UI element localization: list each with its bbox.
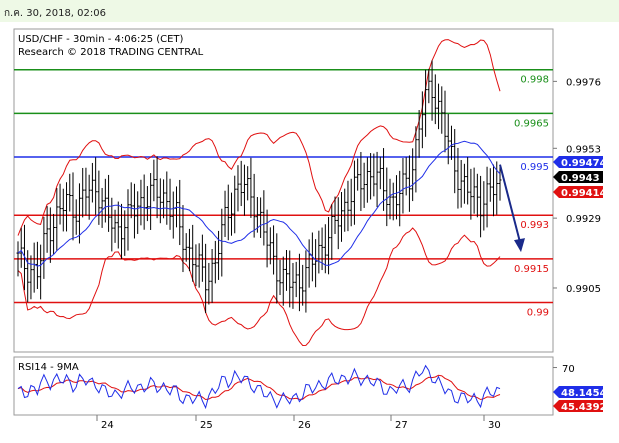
rsi-label: RSI14 - 9MA <box>18 362 79 373</box>
rsi-tag-label: 48.1454 <box>561 388 607 399</box>
chart-subtitle: Research © 2018 TRADING CENTRAL <box>18 47 204 58</box>
level-label: 0.998 <box>520 75 549 86</box>
rsi-tag <box>553 400 603 412</box>
rsi-indicator: 48.1454 45.4392 <box>17 364 607 413</box>
rsi-tag <box>553 386 603 398</box>
y-tick-label: 0.9929 <box>566 214 601 225</box>
y-tick-label: 0.9976 <box>566 77 601 88</box>
level-label: 0.9915 <box>514 264 549 275</box>
level-label: 0.9965 <box>514 118 549 129</box>
y-tick-label: 0.9953 <box>566 144 601 155</box>
arrow-head <box>514 238 525 253</box>
rsi-level-label: 70 <box>562 364 575 375</box>
x-tick-label: 27 <box>395 420 408 431</box>
x-tick-label: 25 <box>200 420 213 431</box>
y-axis: 0.9976 0.9953 0.9929 0.9905 <box>553 77 601 295</box>
bollinger-bands <box>17 39 501 347</box>
x-axis: 24 25 26 27 30 <box>96 415 501 431</box>
rsi-tag-label: 45.4392 <box>561 402 607 413</box>
arrow-shaft <box>499 164 521 243</box>
price-bars <box>16 60 502 314</box>
price-tag-label: 0.99414 <box>561 188 607 199</box>
price-tags: 0.99474 0.9943 0.99414 <box>553 156 607 199</box>
price-tag <box>553 171 603 183</box>
price-tag-label: 0.99474 <box>561 158 607 169</box>
price-tag-label: 0.9943 <box>561 173 600 184</box>
level-label: 0.995 <box>520 162 549 173</box>
price-tag <box>553 156 603 168</box>
lower-band <box>17 227 501 347</box>
x-tick-label: 30 <box>488 420 501 431</box>
forecast-arrow <box>499 164 525 253</box>
chart-date: ก.ค. 30, 2018, 02:06 <box>4 8 106 19</box>
price-tag <box>553 186 603 198</box>
rsi-line <box>17 364 501 410</box>
x-tick-label: 24 <box>101 420 114 431</box>
chart-title: USD/CHF - 30min - 4:06:25 (CET) <box>18 34 184 45</box>
ma-line <box>17 140 501 267</box>
level-label: 0.99 <box>527 308 549 319</box>
rsi-ma-line <box>17 374 501 401</box>
y-tick-label: 0.9905 <box>566 284 601 295</box>
level-label: 0.993 <box>520 220 549 231</box>
x-tick-label: 26 <box>298 420 311 431</box>
date-strip: ก.ค. 30, 2018, 02:06 <box>0 0 619 22</box>
moving-average <box>17 140 501 267</box>
upper-band <box>17 39 501 236</box>
